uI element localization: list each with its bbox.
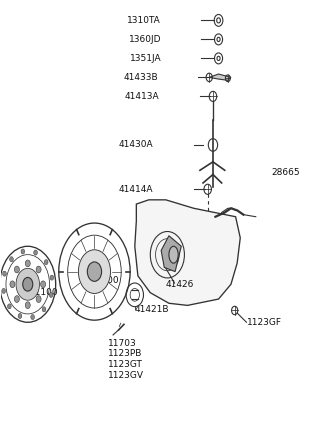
Circle shape	[44, 260, 48, 265]
Circle shape	[25, 260, 30, 267]
Circle shape	[10, 257, 13, 262]
Text: 1123PB: 1123PB	[108, 349, 143, 358]
Circle shape	[2, 289, 6, 293]
Polygon shape	[161, 236, 181, 272]
Circle shape	[14, 266, 19, 273]
Circle shape	[50, 275, 54, 280]
Text: 28665: 28665	[271, 168, 300, 177]
Text: 41421B: 41421B	[135, 305, 169, 314]
Circle shape	[14, 296, 19, 303]
Text: 41300: 41300	[91, 275, 120, 285]
Polygon shape	[135, 200, 240, 306]
Circle shape	[18, 314, 22, 318]
Circle shape	[25, 302, 30, 309]
Circle shape	[16, 268, 39, 300]
Circle shape	[78, 250, 110, 293]
Text: 11703: 11703	[108, 339, 137, 348]
Circle shape	[23, 278, 33, 291]
Circle shape	[42, 307, 46, 312]
Circle shape	[8, 304, 11, 309]
Text: 41414A: 41414A	[119, 185, 153, 194]
Circle shape	[31, 314, 34, 320]
Circle shape	[87, 262, 102, 281]
Text: 41430A: 41430A	[119, 140, 153, 150]
Circle shape	[36, 266, 41, 273]
Circle shape	[41, 281, 46, 288]
Text: 1360JD: 1360JD	[129, 35, 161, 44]
Circle shape	[3, 271, 6, 276]
Polygon shape	[209, 74, 231, 80]
Text: 1310TA: 1310TA	[127, 16, 161, 25]
Circle shape	[36, 296, 41, 303]
Text: 1123GV: 1123GV	[108, 371, 144, 380]
Circle shape	[34, 250, 38, 255]
Circle shape	[49, 292, 53, 298]
Text: 41100: 41100	[29, 288, 58, 297]
Text: 1123GF: 1123GF	[246, 318, 281, 327]
Ellipse shape	[169, 246, 178, 263]
Circle shape	[10, 281, 15, 288]
Circle shape	[21, 249, 25, 254]
Text: 41433B: 41433B	[123, 73, 158, 82]
Text: 1123GT: 1123GT	[108, 360, 143, 369]
Text: 41413A: 41413A	[125, 92, 160, 101]
Text: 1351JA: 1351JA	[130, 54, 161, 63]
Text: 41426: 41426	[166, 280, 194, 289]
